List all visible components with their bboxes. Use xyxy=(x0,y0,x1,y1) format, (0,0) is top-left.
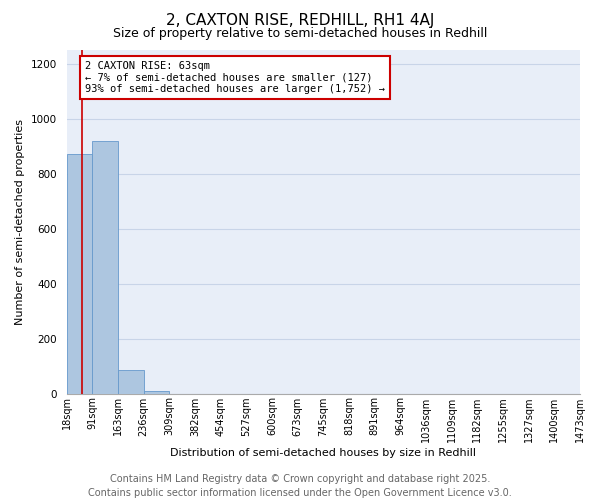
Text: 2 CAXTON RISE: 63sqm
← 7% of semi-detached houses are smaller (127)
93% of semi-: 2 CAXTON RISE: 63sqm ← 7% of semi-detach… xyxy=(85,61,385,94)
Bar xyxy=(118,370,143,394)
Bar xyxy=(67,154,92,394)
Text: Contains HM Land Registry data © Crown copyright and database right 2025.
Contai: Contains HM Land Registry data © Crown c… xyxy=(88,474,512,498)
Bar xyxy=(143,391,169,394)
Text: Size of property relative to semi-detached houses in Redhill: Size of property relative to semi-detach… xyxy=(113,28,487,40)
Bar xyxy=(92,140,118,394)
Text: 2, CAXTON RISE, REDHILL, RH1 4AJ: 2, CAXTON RISE, REDHILL, RH1 4AJ xyxy=(166,12,434,28)
Y-axis label: Number of semi-detached properties: Number of semi-detached properties xyxy=(15,119,25,325)
X-axis label: Distribution of semi-detached houses by size in Redhill: Distribution of semi-detached houses by … xyxy=(170,448,476,458)
